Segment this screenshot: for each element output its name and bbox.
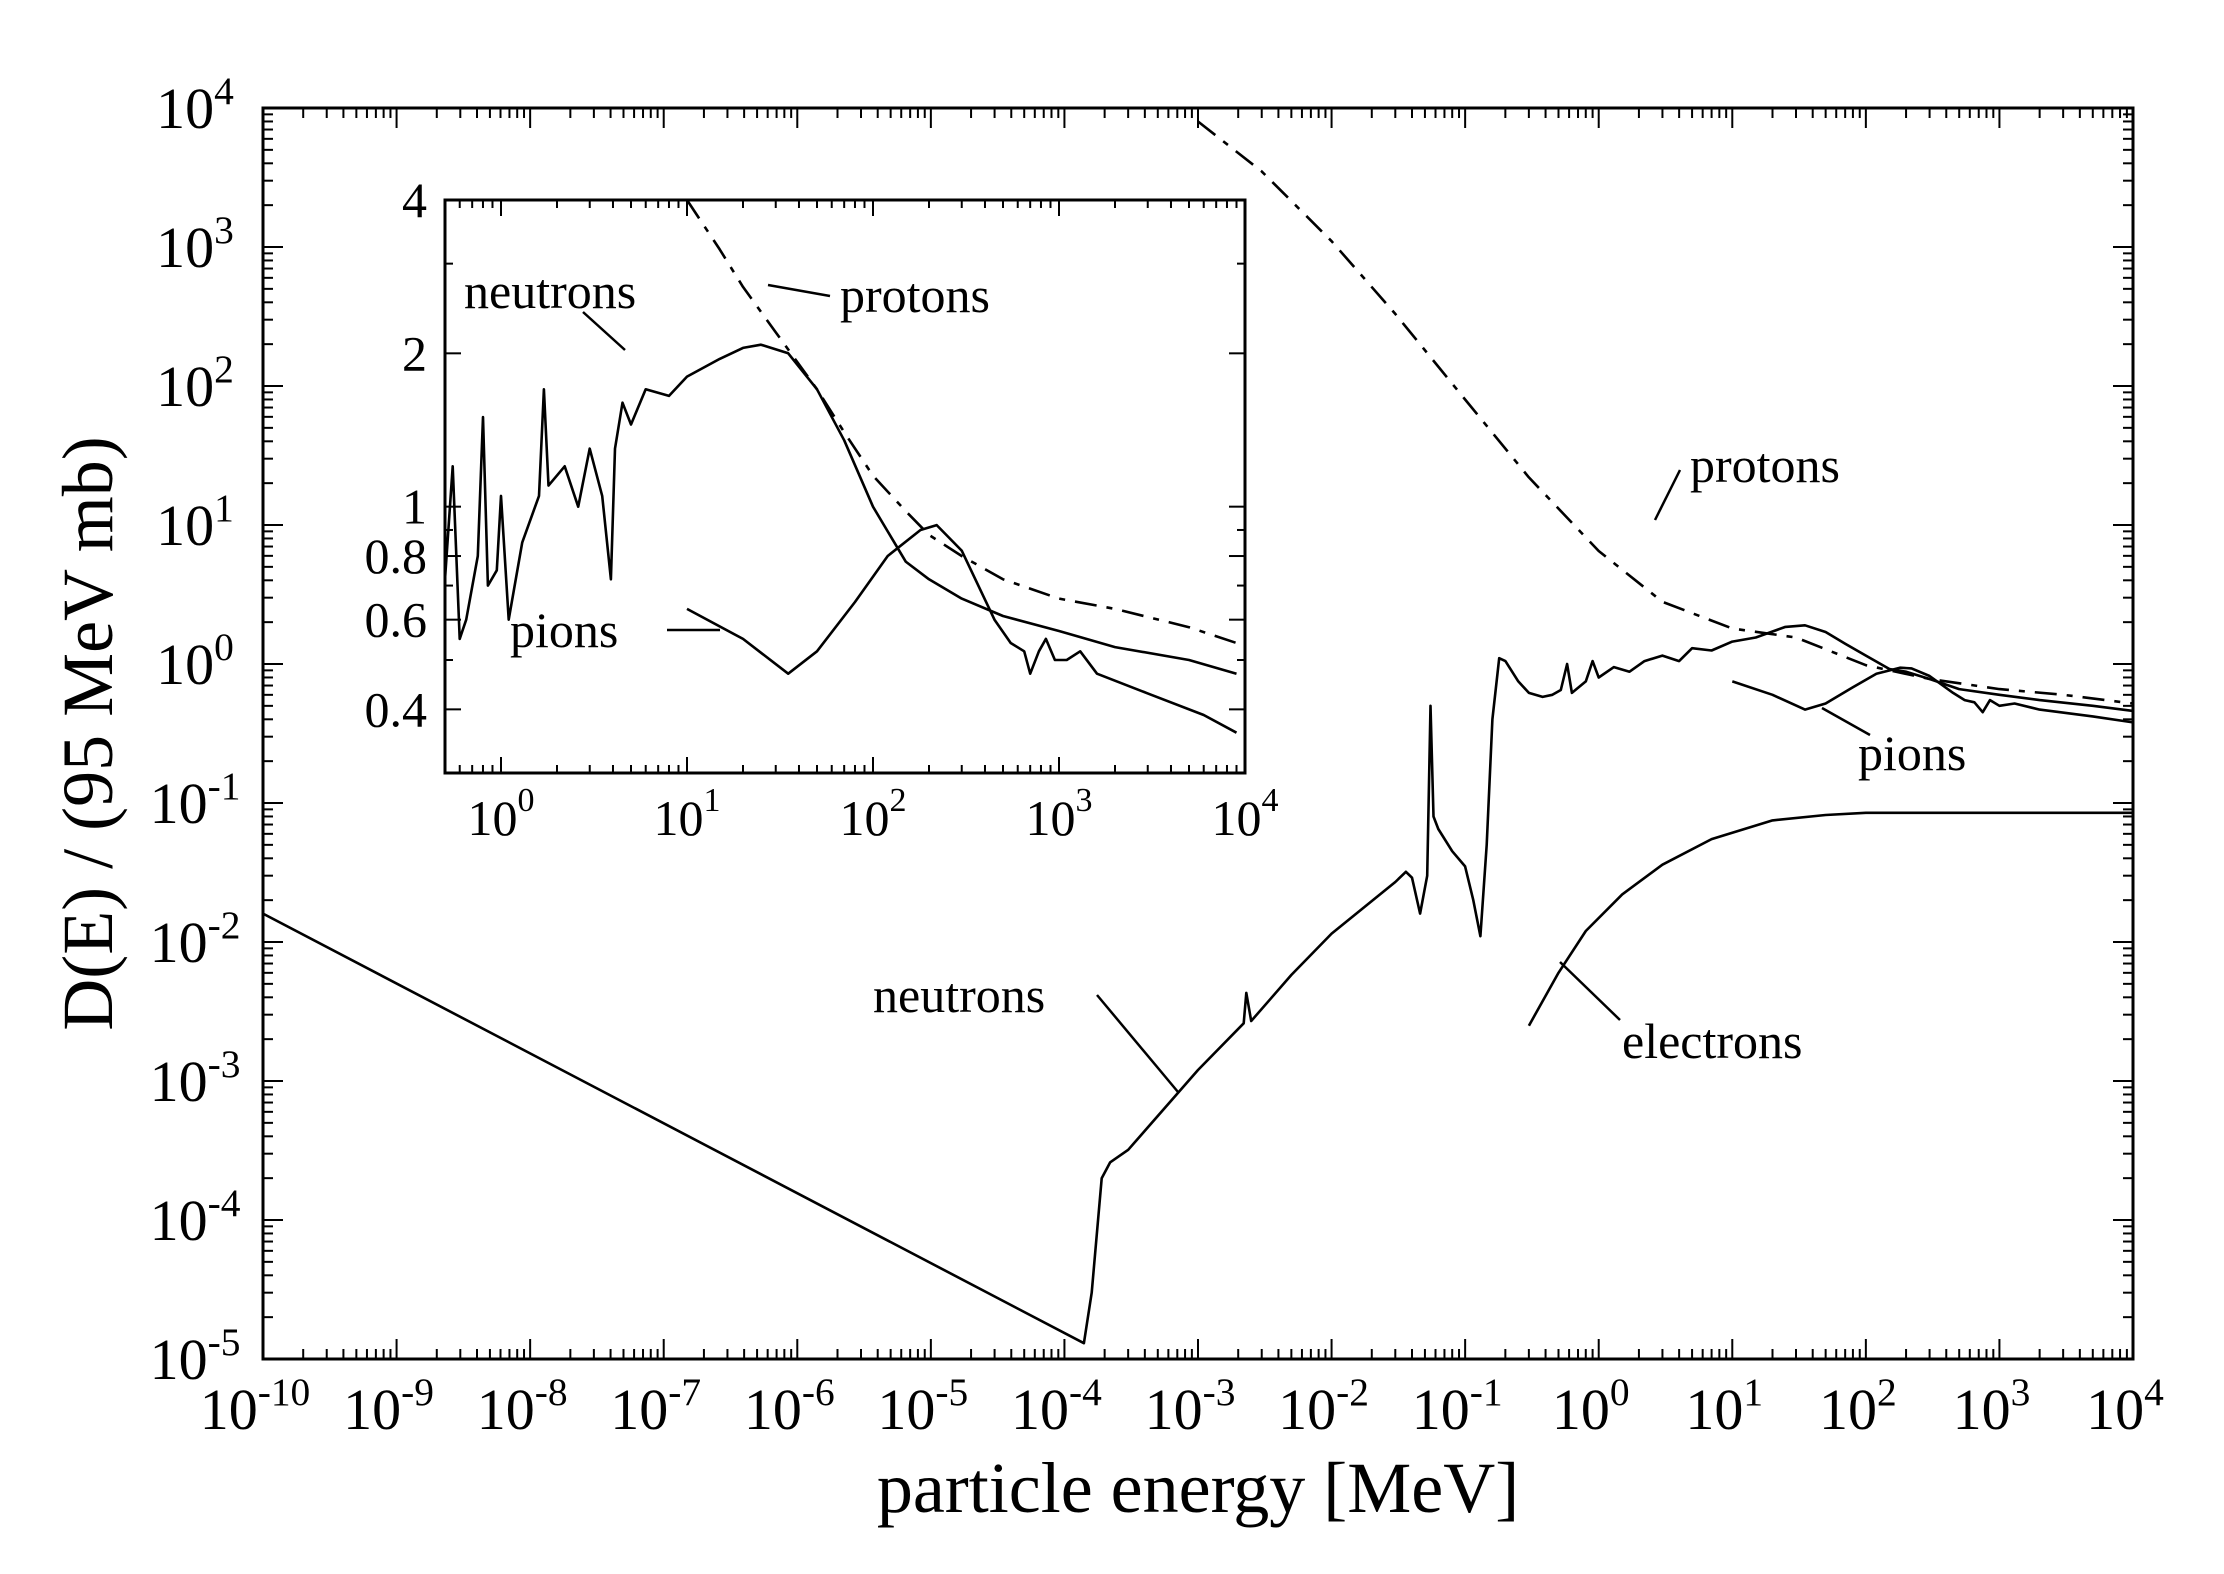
- inset-y-tick-label: 2: [402, 325, 427, 381]
- leader-line-0: [1096, 994, 1179, 1093]
- inset-series-pions: [686, 523, 1238, 734]
- inset-x-tick-label: 101: [653, 782, 720, 846]
- y-tick-label: 10-1: [150, 764, 241, 836]
- inset-x-tick-label: 100: [467, 782, 534, 846]
- y-tick-label: 101: [156, 486, 234, 558]
- x-tick-label: 10-6: [744, 1370, 835, 1442]
- main-series-neutrons: [262, 624, 2134, 1345]
- x-tick-label: 10-4: [1011, 1370, 1102, 1442]
- annotation-protons: protons: [1690, 437, 1840, 493]
- x-tick-label: 10-5: [877, 1370, 968, 1442]
- main-series-electrons: [1527, 811, 2133, 1027]
- annotation-neutrons: neutrons: [873, 967, 1045, 1023]
- x-tick-label: 10-10: [200, 1370, 311, 1442]
- leader-line-5: [767, 283, 831, 298]
- leader-line-1: [1653, 469, 1682, 521]
- x-tick-label: 10-7: [610, 1370, 701, 1442]
- y-tick-label: 104: [156, 69, 234, 141]
- main-series-group: [262, 120, 2134, 1345]
- inset-y-tick-label: 0.6: [365, 592, 428, 648]
- inset-y-tick-label: 0.8: [365, 528, 428, 584]
- main-annotations: neutrons protons pions electrons: [873, 437, 1966, 1069]
- x-tick-label: 10-2: [1278, 1370, 1369, 1442]
- main-series-pions: [1731, 666, 2134, 724]
- inset-y-tick-label: 4: [402, 172, 427, 228]
- annotation-leader-lines: [582, 283, 1871, 1093]
- inset-series-protons: [685, 199, 1237, 645]
- inset-tick-labels: 100 101 102 103 104 0.4 0.6 0.81 2 4: [365, 172, 1279, 846]
- annotation-pions: pions: [1858, 725, 1966, 781]
- annotation-electrons: electrons: [1622, 1013, 1802, 1069]
- inset-annotation-protons: protons: [840, 267, 990, 323]
- inset-plot-frame: [443, 198, 1247, 775]
- main-plot-frame: [261, 106, 2135, 1361]
- main-tick-labels: 10-10 10-9 10-8 10-7 10-6 10-5 10-4 10-3 10-2 10-…: [150, 69, 2165, 1442]
- x-tick-label: 101: [1685, 1370, 1763, 1442]
- y-tick-label: 10-2: [150, 903, 241, 975]
- x-tick-label: 102: [1819, 1370, 1897, 1442]
- y-tick-label: 102: [156, 347, 234, 419]
- inset-background: [445, 200, 1245, 773]
- inset-series-group: [443, 199, 1238, 734]
- inset-x-tick-label: 104: [1212, 782, 1279, 846]
- x-tick-label: 10-8: [477, 1370, 568, 1442]
- inset-annotation-pions: pions: [510, 602, 618, 658]
- y-tick-label: 103: [156, 208, 234, 280]
- inset-y-tick-label: 1: [402, 479, 427, 535]
- y-tick-label: 10-5: [150, 1320, 241, 1392]
- x-tick-label: 10-1: [1412, 1370, 1503, 1442]
- y-axis-title: D(E) / (95 MeV mb): [48, 436, 128, 1031]
- main-series-protons: [1197, 120, 2134, 705]
- inset-annotations: neutrons protons pions: [464, 263, 990, 658]
- inset-series-neutrons: [443, 343, 1237, 675]
- inset-y-tick-label: 0.4: [365, 681, 428, 737]
- x-tick-label: 10-3: [1145, 1370, 1236, 1442]
- inset-x-tick-label: 103: [1025, 782, 1092, 846]
- x-tick-label: 104: [2086, 1370, 2164, 1442]
- leader-line-4: [582, 311, 626, 351]
- leader-line-2: [1821, 706, 1871, 737]
- inset-annotation-neutrons: neutrons: [464, 263, 636, 319]
- leader-line-3: [1559, 961, 1621, 1021]
- y-tick-label: 10-3: [150, 1042, 241, 1114]
- x-tick-label: 103: [1953, 1370, 2031, 1442]
- inset-x-tick-label: 102: [839, 782, 906, 846]
- y-tick-label: 10-4: [150, 1181, 241, 1253]
- y-tick-label: 100: [156, 625, 234, 697]
- x-axis-title: particle energy [MeV]: [877, 1448, 1519, 1528]
- x-tick-label: 100: [1552, 1370, 1630, 1442]
- x-tick-label: 10-9: [343, 1370, 434, 1442]
